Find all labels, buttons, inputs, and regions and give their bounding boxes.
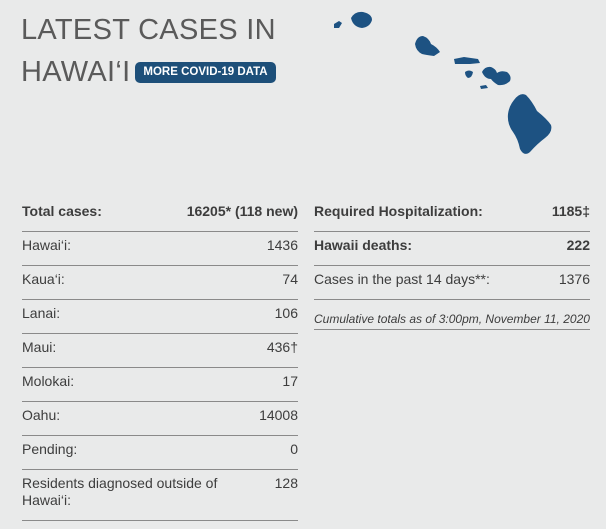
footnote: Cumulative totals as of 3:00pm, November… — [314, 301, 590, 330]
row-label: Hawaii deaths: — [314, 237, 413, 253]
row-label: Total cases: — [22, 203, 102, 219]
table-row: Lanai: 106 — [22, 301, 298, 334]
table-row: Hawai‘i: 1436 — [22, 233, 298, 266]
table-row: Required Hospitalization: 1185‡ — [314, 199, 590, 232]
row-value: 74 — [282, 271, 298, 287]
row-label: Molokai: — [22, 373, 75, 389]
row-value: 128 — [274, 475, 298, 491]
row-label: Lanai: — [22, 305, 61, 321]
row-value: 1376 — [558, 271, 590, 287]
left-table: Total cases: 16205* (118 new) Hawai‘i: 1436… — [22, 199, 298, 522]
row-value: 16205* (118 new) — [186, 203, 298, 219]
row-label: Hawai‘i: — [22, 237, 72, 253]
row-label: Kaua‘i: — [22, 271, 65, 287]
table-row: Cases in the past 14 days**: 1376 — [314, 267, 590, 300]
table-row: Kaua‘i: 74 — [22, 267, 298, 300]
hawaii-map — [334, 11, 552, 154]
row-label: Maui: — [22, 339, 57, 355]
row-value: 436† — [266, 339, 298, 355]
row-value: 1436 — [266, 237, 298, 253]
table-row: Oahu: 14008 — [22, 403, 298, 436]
row-label: Oahu: — [22, 407, 61, 423]
islands — [334, 11, 552, 154]
row-label: Cases in the past 14 days**: — [314, 271, 490, 287]
title-line: LATEST CASES IN — [21, 14, 276, 46]
row-value: 0 — [290, 441, 298, 457]
table-row: Molokai: 17 — [22, 369, 298, 402]
row-label: Required Hospitalization: — [314, 203, 483, 219]
more-data-button[interactable]: MORE COVID-19 DATA — [135, 62, 276, 83]
title-line: HAWAI‘I — [21, 56, 131, 88]
row-label: Pending: — [22, 441, 78, 457]
row-value: 14008 — [259, 407, 298, 423]
table-row: Maui: 436† — [22, 335, 298, 368]
row-value: 222 — [566, 237, 590, 253]
table-row: Pending: 0 — [22, 437, 298, 470]
right-table: Required Hospitalization: 1185‡ Hawaii dea… — [314, 199, 590, 330]
table-row: Total cases: 16205* (118 new) — [22, 199, 298, 232]
table-row: Residents diagnosed outside of Hawai‘i: 1… — [22, 471, 298, 521]
table-row: Hawaii deaths: 222 — [314, 233, 590, 266]
row-value: 1185‡ — [551, 203, 590, 219]
row-label: Residents diagnosed outside of Hawai‘i: — [22, 475, 218, 508]
row-value: 106 — [274, 305, 298, 321]
row-value: 17 — [282, 373, 298, 389]
